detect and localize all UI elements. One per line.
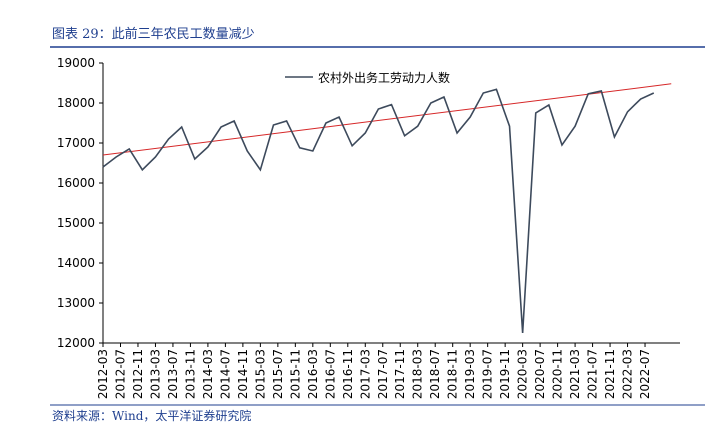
x-tick-label: 2013-03 [148, 349, 162, 399]
x-tick-label: 2018-03 [411, 349, 425, 399]
x-tick-label: 2014-11 [236, 349, 250, 399]
y-tick-label: 16000 [57, 176, 95, 190]
trend-line [102, 83, 672, 156]
x-tick-label: 2012-03 [96, 349, 110, 399]
x-tick-label: 2020-03 [516, 349, 530, 399]
x-tick-label: 2014-07 [218, 349, 232, 399]
x-tick-label: 2015-11 [288, 349, 302, 399]
x-tick-label: 2021-07 [586, 349, 600, 399]
chart-title: 图表 29：此前三年农民工数量减少 [52, 26, 255, 42]
x-tick-label: 2017-07 [376, 349, 390, 399]
x-tick-label: 2016-11 [341, 349, 355, 399]
x-tick-label: 2013-11 [183, 349, 197, 399]
x-tick-label: 2019-11 [498, 349, 512, 399]
x-tick-label: 2019-07 [481, 349, 495, 399]
x-tick-label: 2022-07 [638, 349, 652, 399]
source: 资料来源：Wind，太平洋证券研究院 [52, 408, 251, 423]
x-tick-label: 2022-03 [621, 349, 635, 399]
y-tick-label: 19000 [57, 56, 95, 70]
x-tick-label: 2018-07 [428, 349, 442, 399]
x-tick-label: 2012-11 [131, 349, 145, 399]
x-tick-label: 2015-03 [253, 349, 267, 399]
x-tick-label: 2020-11 [551, 349, 565, 399]
y-tick-label: 12000 [57, 336, 95, 350]
x-tick-label: 2017-11 [393, 349, 407, 399]
series-line [102, 88, 655, 334]
y-tick-label: 13000 [57, 296, 95, 310]
x-tick-label: 2017-03 [358, 349, 372, 399]
x-tick-label: 2021-03 [568, 349, 582, 399]
y-tick-label: 15000 [57, 216, 95, 230]
y-tick-label: 14000 [57, 256, 95, 270]
x-tick-label: 2016-03 [306, 349, 320, 399]
x-tick-label: 2019-03 [463, 349, 477, 399]
x-tick-label: 2016-07 [323, 349, 337, 399]
x-tick-label: 2015-07 [271, 349, 285, 399]
x-tick-label: 2020-07 [533, 349, 547, 399]
x-tick-label: 2018-11 [446, 349, 460, 399]
legend-label: 农村外出务工劳动力人数 [318, 70, 450, 85]
x-tick-label: 2021-11 [603, 349, 617, 399]
x-tick-label: 2013-07 [166, 349, 180, 399]
y-tick-label: 18000 [57, 96, 95, 110]
x-tick-label: 2014-03 [201, 349, 215, 399]
x-tick-label: 2012-07 [113, 349, 127, 399]
y-tick-label: 17000 [57, 136, 95, 150]
